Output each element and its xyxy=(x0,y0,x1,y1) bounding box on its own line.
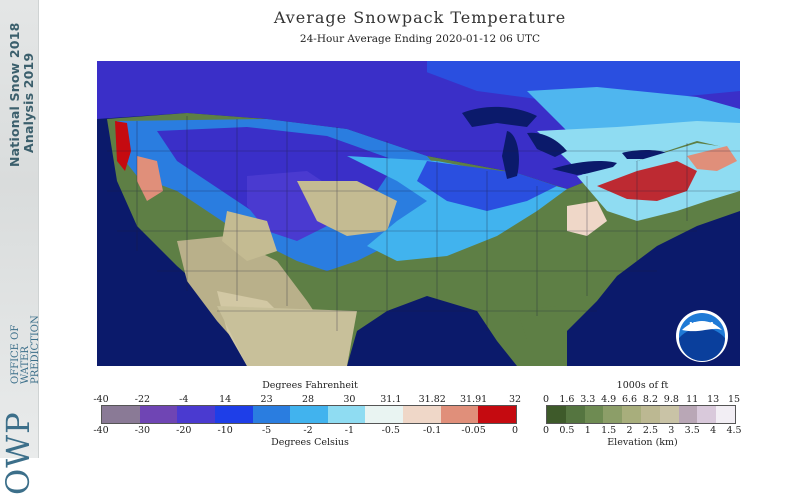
colorbar-swatch xyxy=(440,406,479,423)
branding-strip: National Snow 2018 Analysis 2019 OFFICE … xyxy=(0,0,41,495)
legend-tick-label: 31.91 xyxy=(459,394,488,405)
temperature-colorbar xyxy=(101,405,517,424)
colorbar-swatch xyxy=(716,406,735,423)
legend-tick-label: -1 xyxy=(344,425,355,436)
legend-tick-label: -5 xyxy=(261,425,272,436)
legend-tick-label: 23 xyxy=(260,394,273,405)
legend-tick-label: 4 xyxy=(710,425,717,436)
colorbar-swatch xyxy=(290,406,328,423)
colorbar-swatch xyxy=(565,406,585,423)
colorbar-swatch xyxy=(478,406,517,423)
legend-tick-label: -0.1 xyxy=(423,425,442,436)
legend-tick-label: 31.1 xyxy=(380,394,402,405)
legend-tick-label: 2.5 xyxy=(642,425,658,436)
legend-tick-label: 2 xyxy=(626,425,633,436)
legend-tick-label: 32 xyxy=(508,394,522,405)
legend-tick-label: -20 xyxy=(176,425,192,436)
feet-ticks: 0 1.6 3.3 4.9 6.6 8.2 9.8 11 13 15 xyxy=(540,394,745,406)
legend-tick-label: -0.5 xyxy=(381,425,400,436)
legend-tick-label: 14 xyxy=(219,394,232,405)
colorbar-swatch xyxy=(365,406,404,423)
colorbar-swatch xyxy=(139,406,178,423)
page-subtitle: 24-Hour Average Ending 2020-01-12 06 UTC xyxy=(299,33,541,45)
svg-text:NOAA: NOAA xyxy=(689,321,715,330)
legend-tick-label: 3.5 xyxy=(684,425,700,436)
legend-tick-label: 1.5 xyxy=(601,425,617,436)
legend-tick-label: -40 xyxy=(93,425,109,436)
colorbar-swatch xyxy=(622,406,641,423)
noaa-logo: NOAA xyxy=(676,310,728,362)
legend-tick-label: 4.5 xyxy=(726,425,742,436)
colorbar-swatch xyxy=(659,406,679,423)
legend-tick-label: 13 xyxy=(707,394,720,405)
owp-logo-text: OWP xyxy=(0,411,37,495)
legend-tick-label: 0.5 xyxy=(559,425,575,436)
legend-tick-label: 28 xyxy=(301,394,315,405)
colorbar-swatch xyxy=(603,406,623,423)
colorbar-swatch xyxy=(547,406,566,423)
colorbar-swatch xyxy=(214,406,253,423)
legend-tick-label: 1.6 xyxy=(559,394,575,405)
km-ticks: 0 0.5 1 1.5 2 2.5 3 3.5 4 4.5 xyxy=(540,425,745,437)
legend-tick-label: 11 xyxy=(686,394,699,405)
legend-tick-label: 3.3 xyxy=(580,394,596,405)
legend-tick-label: 6.6 xyxy=(621,394,638,405)
legend-tick-label: 9.8 xyxy=(663,394,679,405)
legend-tick-label: 0 xyxy=(542,425,550,436)
km-label: Elevation (km) xyxy=(607,437,678,448)
legend-tick-label: -22 xyxy=(134,394,151,405)
legend-tick-label: -40 xyxy=(93,394,109,405)
colorbar-swatch xyxy=(102,406,140,423)
legend-tick-label: 30 xyxy=(343,394,356,405)
celsius-ticks: -40 -30 -20 -10 -5 -2 -1 -0.5 -0.1 -0.05 0 xyxy=(93,425,525,437)
colorbar-swatch xyxy=(697,406,717,423)
legend-tick-label: 1 xyxy=(584,425,591,436)
legend-tick-label: -10 xyxy=(217,425,233,436)
elevation-colorbar xyxy=(546,405,736,424)
map-graphic: NOAA xyxy=(97,61,740,366)
legend-tick-label: 3 xyxy=(668,425,675,436)
colorbar-swatch xyxy=(327,406,366,423)
program-title-line2: Analysis 2019 xyxy=(21,52,36,153)
legend-tick-label: 8.2 xyxy=(642,394,658,405)
legend-tick-label: 31.82 xyxy=(418,394,446,405)
colorbar-swatch xyxy=(403,406,441,423)
feet-label: 1000s of ft xyxy=(616,380,669,391)
legend-tick-label: 0 xyxy=(511,425,519,436)
fahrenheit-label: Degrees Fahrenheit xyxy=(262,380,358,391)
legend-tick-label: 4.9 xyxy=(601,394,617,405)
legend-tick-label: -30 xyxy=(134,425,151,436)
colorbar-swatch xyxy=(584,406,604,423)
legend-tick-label: 15 xyxy=(727,394,741,405)
snowpack-map: NOAA xyxy=(97,61,740,366)
celsius-label: Degrees Celsius xyxy=(271,437,349,448)
legend-tick-label: -2 xyxy=(303,425,313,436)
fahrenheit-ticks: -40 -22 -4 14 23 28 30 31.1 31.82 31.91 32 xyxy=(93,394,525,406)
colorbar-swatch xyxy=(678,406,698,423)
legend-tick-label: 0 xyxy=(542,394,550,405)
colorbar-swatch xyxy=(252,406,291,423)
page-title: Average Snowpack Temperature xyxy=(273,8,567,27)
colorbar-swatch xyxy=(640,406,660,423)
colorbar-swatch xyxy=(177,406,215,423)
legend-tick-label: -0.05 xyxy=(461,425,486,436)
temperature-legend: Degrees Fahrenheit -40 -22 -4 14 23 28 30 31.1 3… xyxy=(93,380,525,450)
legend-tick-label: -4 xyxy=(179,394,189,405)
